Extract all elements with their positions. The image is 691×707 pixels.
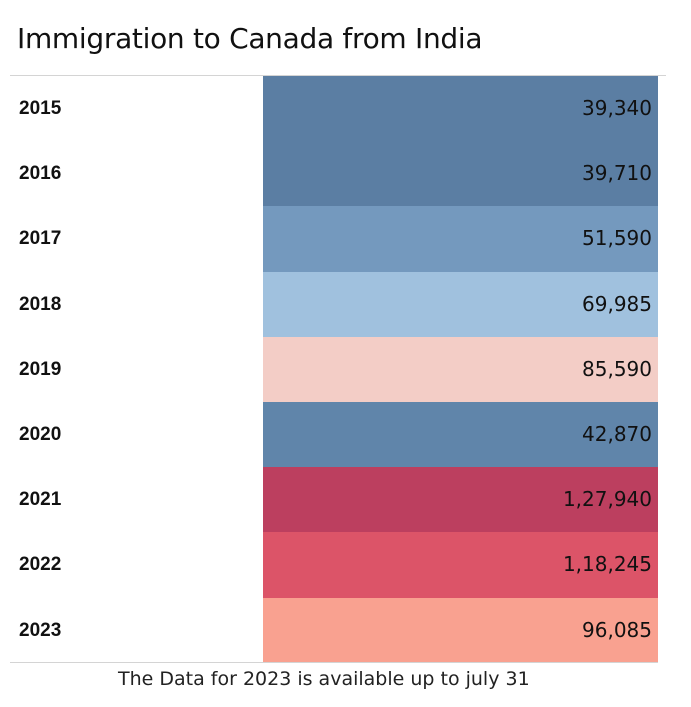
value-label: 69,985 [582,291,652,316]
bottom-divider [10,662,658,663]
table-row: 2016 39,710 [10,141,658,207]
table-row: 2021 1,27,940 [10,467,658,533]
year-label: 2021 [19,489,62,511]
value-label: 85,590 [582,356,652,381]
table-row: 2020 42,870 [10,401,658,468]
year-label: 2015 [19,98,62,119]
value-cell[interactable]: 39,340 [263,76,658,142]
value-cell[interactable]: 85,590 [263,336,658,402]
chart-title: Immigration to Canada from India [17,22,483,55]
value-cell[interactable]: 96,085 [263,597,658,663]
value-label: 1,18,245 [562,552,652,577]
table-row: 2017 51,590 [10,206,658,272]
value-label: 39,340 [582,96,652,120]
table-row: 2015 39,340 [10,76,658,142]
value-cell[interactable]: 1,27,940 [263,467,658,533]
year-label: 2019 [19,358,62,380]
year-label: 2023 [19,619,62,641]
value-cell[interactable]: 39,710 [263,141,658,207]
value-cell[interactable]: 1,18,245 [263,532,658,598]
year-label: 2017 [19,228,62,250]
year-label: 2016 [19,163,62,185]
value-cell[interactable]: 69,985 [263,271,658,337]
value-label: 1,27,940 [562,487,652,512]
year-label: 2018 [19,293,62,315]
year-label: 2020 [19,423,62,445]
value-cell[interactable]: 42,870 [263,401,658,468]
table-row: 2019 85,590 [10,336,658,402]
table-row: 2018 69,985 [10,271,658,337]
footer-note: The Data for 2023 is available up to jul… [118,668,530,690]
value-label: 51,590 [582,226,652,251]
value-cell[interactable]: 51,590 [263,206,658,272]
highlight-table: 2015 39,340 2016 39,710 2017 51,590 2018 69,985… [10,76,658,663]
value-label: 96,085 [582,617,652,642]
value-label: 39,710 [582,161,652,186]
top-divider [10,75,666,76]
table-row: 2023 96,085 [10,597,658,663]
year-label: 2022 [19,554,62,576]
table-row: 2022 1,18,245 [10,532,658,598]
value-label: 42,870 [582,421,652,446]
